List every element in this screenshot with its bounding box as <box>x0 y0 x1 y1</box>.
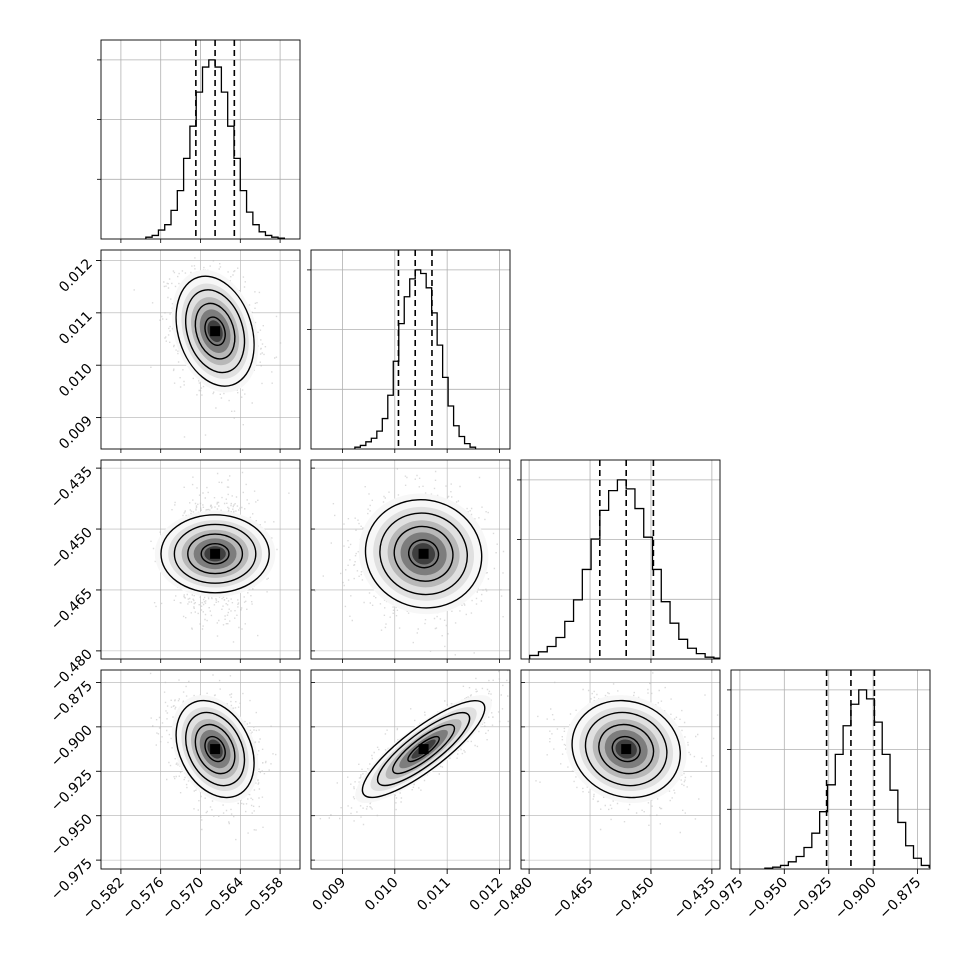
hist-frame-1 <box>310 249 511 450</box>
contour-line <box>364 499 483 609</box>
pair-panel-0-3 <box>101 670 300 869</box>
x-tick-label: −0.925 <box>788 875 836 923</box>
y-tick-label: −0.950 <box>48 811 96 859</box>
contour-line <box>571 699 681 799</box>
hist-panel-2 <box>517 460 720 659</box>
contour-line <box>175 699 255 799</box>
y-tick-label: 0.009 <box>56 413 96 453</box>
contour-line <box>160 514 270 594</box>
x-tick-label: −0.558 <box>239 875 287 923</box>
contour-line <box>194 723 236 775</box>
x-tick-label: −0.570 <box>159 875 207 923</box>
pair-panel-2-3 <box>521 670 720 869</box>
contour-line <box>407 539 440 569</box>
contour-line <box>361 699 486 799</box>
hist-panel-1 <box>307 250 510 449</box>
density-peak <box>210 548 221 559</box>
contour-line <box>175 275 255 387</box>
y-tick-label: 0.012 <box>56 256 96 296</box>
contour-line <box>611 735 641 763</box>
contour-line <box>376 711 471 787</box>
contour-line <box>392 723 456 775</box>
contour-line <box>379 512 468 596</box>
x-tick-label: −0.564 <box>199 874 247 922</box>
contour-line <box>194 302 236 360</box>
y-tick-label: −0.450 <box>48 525 96 573</box>
density-peak <box>210 744 221 755</box>
pair-frame-2-3 <box>520 669 721 870</box>
contour-line <box>407 735 440 763</box>
contour-line <box>173 523 257 584</box>
x-tick-label: 0.009 <box>310 875 350 915</box>
contour-line <box>204 735 226 763</box>
contour-line <box>204 316 226 346</box>
pair-panel-1-2 <box>311 460 510 659</box>
pair-panel-1-3 <box>311 670 510 869</box>
x-tick-label: −0.950 <box>743 875 791 923</box>
contour-line <box>200 542 230 565</box>
y-tick-label: −0.975 <box>48 856 96 904</box>
pair-frame-1-3 <box>310 669 511 870</box>
density-peak <box>210 326 221 337</box>
contour-line <box>185 289 246 374</box>
hist-frame-2 <box>520 459 721 660</box>
x-tick-label: −0.900 <box>832 875 880 923</box>
x-tick-label: −0.582 <box>80 875 128 923</box>
contour-line <box>187 533 244 575</box>
x-tick-label: −0.450 <box>610 875 658 923</box>
y-tick-label: −0.435 <box>48 464 96 512</box>
density-peak <box>418 744 429 755</box>
x-tick-label: −0.576 <box>120 874 168 922</box>
density-peak <box>418 548 429 559</box>
y-tick-label: −0.925 <box>48 767 96 815</box>
x-tick-label: 0.010 <box>362 875 402 915</box>
y-tick-label: 0.010 <box>56 361 96 401</box>
pair-panel-0-1 <box>101 250 300 449</box>
hist-panel-3 <box>727 670 930 869</box>
hist-frame-3 <box>730 669 931 870</box>
y-tick-label: −0.465 <box>48 585 96 633</box>
y-tick-label: −0.900 <box>48 722 96 770</box>
density-peak <box>621 744 632 755</box>
x-tick-label: 0.011 <box>414 875 454 915</box>
pair-frame-1-2 <box>310 459 511 660</box>
x-tick-label: −0.465 <box>549 875 597 923</box>
contour-line <box>598 723 655 775</box>
hist-panel-0 <box>97 40 300 239</box>
x-tick-label: −0.875 <box>876 875 924 923</box>
y-tick-label: 0.011 <box>56 308 96 348</box>
contour-line <box>185 711 246 787</box>
contour-line <box>393 525 454 582</box>
pair-panel-0-2 <box>101 460 300 659</box>
contour-line <box>584 711 668 787</box>
